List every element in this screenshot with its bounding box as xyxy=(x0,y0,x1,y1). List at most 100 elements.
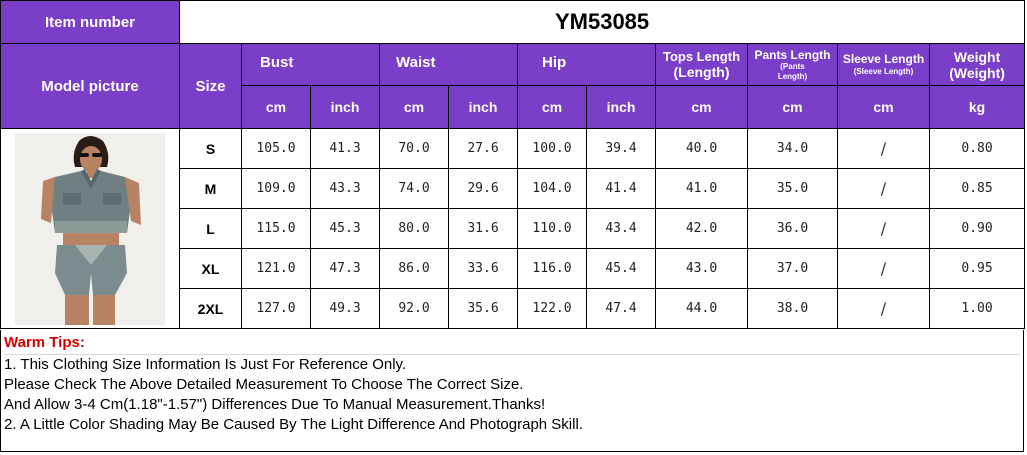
bust-inch-cell: 49.3 xyxy=(310,288,380,329)
hip-cm-cell: 116.0 xyxy=(517,248,587,289)
sleeve-length-cell: / xyxy=(837,248,930,289)
title-row: Item number YM53085 xyxy=(0,0,1026,44)
sleeve-length-header: Sleeve Length (Sleeve Length) xyxy=(837,43,930,86)
hip-cm-cell: 100.0 xyxy=(517,128,587,169)
waist-inch-cell: 29.6 xyxy=(448,168,518,209)
sleeve-length-cell: / xyxy=(837,128,930,169)
hip-inch-cell: 43.4 xyxy=(586,208,656,249)
hip-cm-cell: 104.0 xyxy=(517,168,587,209)
unit-waist-inch: inch xyxy=(448,85,518,129)
weight-cell: 0.85 xyxy=(928,168,1026,209)
item-number-label: Item number xyxy=(0,0,180,44)
tops-length-cell: 41.0 xyxy=(655,168,748,209)
bust-cm-cell: 127.0 xyxy=(241,288,311,329)
model-picture-label: Model picture xyxy=(0,43,180,129)
bust-inch-cell: 43.3 xyxy=(310,168,380,209)
waist-inch-cell: 27.6 xyxy=(448,128,518,169)
unit-waist-cm: cm xyxy=(379,85,449,129)
hip-inch-cell: 45.4 xyxy=(586,248,656,289)
unit-hip-inch: inch xyxy=(586,85,656,129)
bust-cm-cell: 115.0 xyxy=(241,208,311,249)
weight-label: Weight xyxy=(953,48,1001,65)
tip-line: Please Check The Above Detailed Measurem… xyxy=(4,376,524,393)
size-cell: S xyxy=(179,128,242,169)
unit-weight-kg: kg xyxy=(928,85,1026,129)
pants-length-cell: 38.0 xyxy=(747,288,838,329)
bust-label: Bust xyxy=(241,43,380,86)
tops-length-cell: 44.0 xyxy=(655,288,748,329)
table-row: S 105.0 41.3 70.0 27.6 100.0 39.4 40.0 3… xyxy=(0,128,1026,329)
table-row: L 115.0 45.3 80.0 31.6 110.0 43.4 42.0 3… xyxy=(1,208,1026,249)
pants-length-label: Pants Length xyxy=(754,47,831,62)
tops-length-cell: 40.0 xyxy=(655,128,748,169)
pants-length-cell: 35.0 xyxy=(747,168,838,209)
waist-cm-cell: 74.0 xyxy=(379,168,449,209)
tops-length-cell: 42.0 xyxy=(655,208,748,249)
pants-length-cell: 36.0 xyxy=(747,208,838,249)
hip-inch-cell: 41.4 xyxy=(586,168,656,209)
sleeve-length-sub: (Sleeve Length) xyxy=(853,66,914,76)
tops-length-label: Tops Length xyxy=(662,49,741,64)
waist-inch-cell: 31.6 xyxy=(448,208,518,249)
sleeve-length-label: Sleeve Length xyxy=(842,51,925,66)
waist-cm-cell: 86.0 xyxy=(379,248,449,289)
unit-bust-inch: inch xyxy=(310,85,380,129)
table-row: 2XL 127.0 49.3 92.0 35.6 122.0 47.4 44.0… xyxy=(1,288,1026,329)
weight-header: Weight (Weight) xyxy=(928,43,1026,86)
waist-label: Waist xyxy=(379,43,518,86)
model-photo-icon xyxy=(15,132,165,325)
model-photo-cell xyxy=(0,128,180,329)
bust-inch-cell: 45.3 xyxy=(310,208,380,249)
header-row-measures: Model picture Size Bust Waist Hip Tops L… xyxy=(0,43,1026,129)
tip-line: And Allow 3-4 Cm(1.18"-1.57") Difference… xyxy=(4,396,546,413)
waist-cm-cell: 80.0 xyxy=(379,208,449,249)
tops-length-cell: 43.0 xyxy=(655,248,748,289)
waist-inch-cell: 35.6 xyxy=(448,288,518,329)
hip-cm-cell: 110.0 xyxy=(517,208,587,249)
unit-hip-cm: cm xyxy=(517,85,587,129)
pants-length-cell: 34.0 xyxy=(747,128,838,169)
warm-tips-section: Warm Tips: 1. This Clothing Size Informa… xyxy=(0,330,1024,452)
tips-divider xyxy=(4,354,1020,355)
tip-line: 1. This Clothing Size Information Is Jus… xyxy=(4,356,407,373)
bust-cm-cell: 109.0 xyxy=(241,168,311,209)
table-row: XL 121.0 47.3 86.0 33.6 116.0 45.4 43.0 … xyxy=(1,248,1026,289)
waist-cm-cell: 70.0 xyxy=(379,128,449,169)
unit-tops-cm: cm xyxy=(655,85,748,129)
table-row: M 109.0 43.3 74.0 29.6 104.0 41.4 41.0 3… xyxy=(1,168,1026,209)
bust-cm-cell: 121.0 xyxy=(241,248,311,289)
hip-inch-cell: 47.4 xyxy=(586,288,656,329)
bust-cm-cell: 105.0 xyxy=(241,128,311,169)
tip-line: 2. A Little Color Shading May Be Caused … xyxy=(4,416,583,433)
weight-cell: 1.00 xyxy=(928,288,1026,329)
tops-length-sub: (Length) xyxy=(673,64,730,80)
header-row-units: cm inch cm inch cm inch cm cm cm kg xyxy=(1,85,1026,129)
tops-length-header: Tops Length (Length) xyxy=(655,43,748,86)
bust-inch-cell: 41.3 xyxy=(310,128,380,169)
size-chart-table: Item number YM53085 Model picture Size B… xyxy=(0,0,1026,329)
size-label: Size xyxy=(179,43,242,129)
sleeve-length-cell: / xyxy=(837,208,930,249)
warm-tips-title: Warm Tips: xyxy=(4,334,85,351)
sleeve-length-cell: / xyxy=(837,168,930,209)
weight-cell: 0.90 xyxy=(928,208,1026,249)
sleeve-length-cell: / xyxy=(837,288,930,329)
waist-cm-cell: 92.0 xyxy=(379,288,449,329)
size-cell: M xyxy=(179,168,242,209)
bust-inch-cell: 47.3 xyxy=(310,248,380,289)
waist-inch-cell: 33.6 xyxy=(448,248,518,289)
pants-length-header: Pants Length (Pants Length) xyxy=(747,43,838,86)
weight-cell: 0.95 xyxy=(928,248,1026,289)
unit-bust-cm: cm xyxy=(241,85,311,129)
pants-length-sub: (Pants Length) xyxy=(777,61,808,81)
weight-sub: (Weight) xyxy=(949,64,1005,81)
unit-pants-cm: cm xyxy=(747,85,838,129)
size-cell: 2XL xyxy=(179,288,242,329)
size-cell: L xyxy=(179,208,242,249)
unit-sleeve-cm: cm xyxy=(837,85,930,129)
hip-label: Hip xyxy=(517,43,656,86)
size-cell: XL xyxy=(179,248,242,289)
item-number-value: YM53085 xyxy=(178,0,1026,44)
hip-cm-cell: 122.0 xyxy=(517,288,587,329)
weight-cell: 0.80 xyxy=(928,128,1026,169)
